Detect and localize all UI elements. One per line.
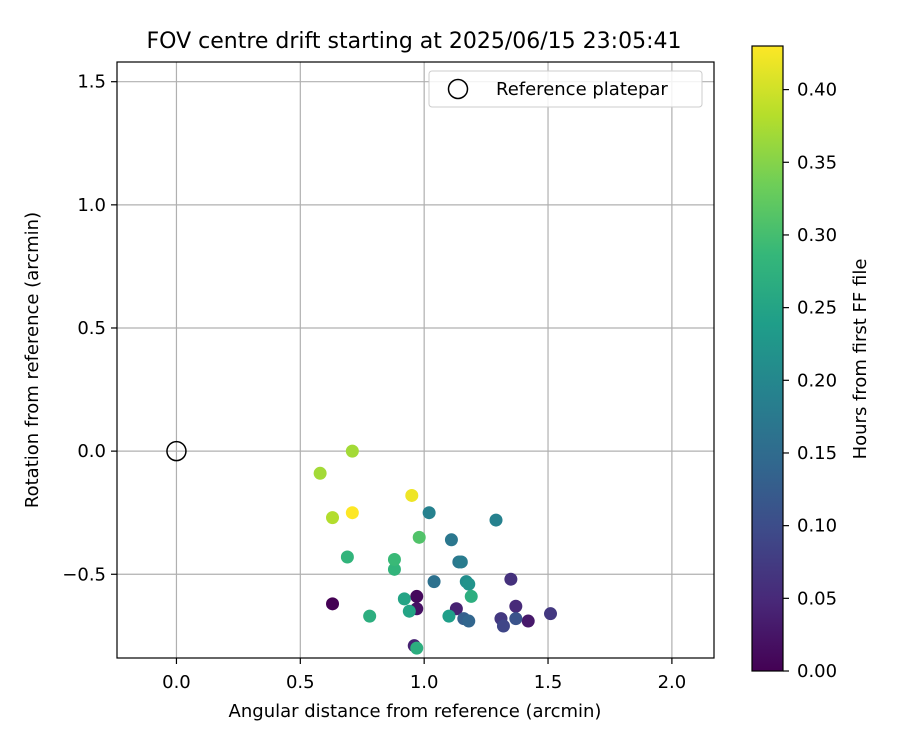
x-tick-label: 0.5 <box>286 672 315 693</box>
data-point <box>444 533 458 547</box>
data-point <box>544 607 558 621</box>
colorbar-tick-label: 0.40 <box>797 80 837 101</box>
colorbar-tick-label: 0.20 <box>797 370 837 391</box>
chart-title: FOV centre drift starting at 2025/06/15 … <box>147 29 682 54</box>
plot-frame <box>116 61 715 659</box>
colorbar-tick-label: 0.10 <box>797 516 837 537</box>
colorbar-tick-label: 0.00 <box>797 661 837 682</box>
data-point <box>422 506 436 520</box>
x-tick-label: 1.5 <box>534 672 563 693</box>
data-point <box>313 466 327 480</box>
legend-entry-reference: Reference platepar <box>496 79 668 100</box>
data-point <box>397 592 411 606</box>
colorbar-tick-label: 0.05 <box>797 588 837 609</box>
data-point <box>340 550 354 564</box>
x-axis-ticks: 0.0 0.5 1.0 1.5 2.0 <box>162 658 686 693</box>
data-point <box>509 599 523 613</box>
x-axis-label: Angular distance from reference (arcmin) <box>229 701 602 722</box>
data-point <box>454 555 468 569</box>
data-point <box>387 552 401 566</box>
data-point <box>410 589 424 603</box>
data-point <box>345 444 359 458</box>
plot-points <box>166 440 558 655</box>
data-point <box>504 572 518 586</box>
data-point <box>412 530 426 544</box>
data-point <box>427 575 441 589</box>
data-point <box>345 506 359 520</box>
x-tick-label: 2.0 <box>658 672 687 693</box>
data-point <box>402 604 416 618</box>
data-point <box>489 513 503 527</box>
y-tick-label: 1.0 <box>77 195 106 216</box>
reference-platepar-marker <box>166 440 187 462</box>
colorbar-tick-label: 0.35 <box>797 152 837 173</box>
y-tick-label: 1.5 <box>77 72 106 93</box>
plot-grid <box>117 62 714 658</box>
data-point <box>521 614 535 628</box>
data-point <box>326 597 340 611</box>
data-point <box>464 589 478 603</box>
data-point <box>387 562 401 576</box>
legend-box <box>428 70 703 108</box>
colorbar-tick-label: 0.15 <box>797 443 837 464</box>
y-axis-ticks: −0.5 0.0 0.5 1.0 1.5 <box>62 72 117 585</box>
data-point <box>462 577 476 591</box>
colorbar-ticks: 0.00 0.05 0.10 0.15 0.20 0.25 0.30 0.35 0.40 <box>783 80 837 682</box>
y-tick-label: 0.0 <box>77 441 106 462</box>
legend: Reference platepar <box>428 70 703 108</box>
data-point <box>496 619 510 633</box>
data-point <box>326 511 340 525</box>
data-point <box>363 609 377 623</box>
y-tick-label: −0.5 <box>62 564 106 585</box>
colorbar: 0.00 0.05 0.10 0.15 0.20 0.25 0.30 0.35 0.40 Hou… <box>751 45 871 682</box>
colorbar-gradient <box>751 45 784 672</box>
data-point <box>410 641 424 655</box>
x-tick-label: 1.0 <box>410 672 439 693</box>
y-tick-label: 0.5 <box>77 318 106 339</box>
y-axis-label: Rotation from reference (arcmin) <box>22 212 43 508</box>
colorbar-tick-label: 0.25 <box>797 298 837 319</box>
data-point <box>462 614 476 628</box>
x-tick-label: 0.0 <box>162 672 191 693</box>
data-point <box>509 612 523 626</box>
data-point <box>405 488 419 502</box>
legend-marker-reference <box>447 78 469 100</box>
colorbar-tick-label: 0.30 <box>797 225 837 246</box>
colorbar-label: Hours from first FF file <box>850 259 871 460</box>
data-point <box>442 609 456 623</box>
